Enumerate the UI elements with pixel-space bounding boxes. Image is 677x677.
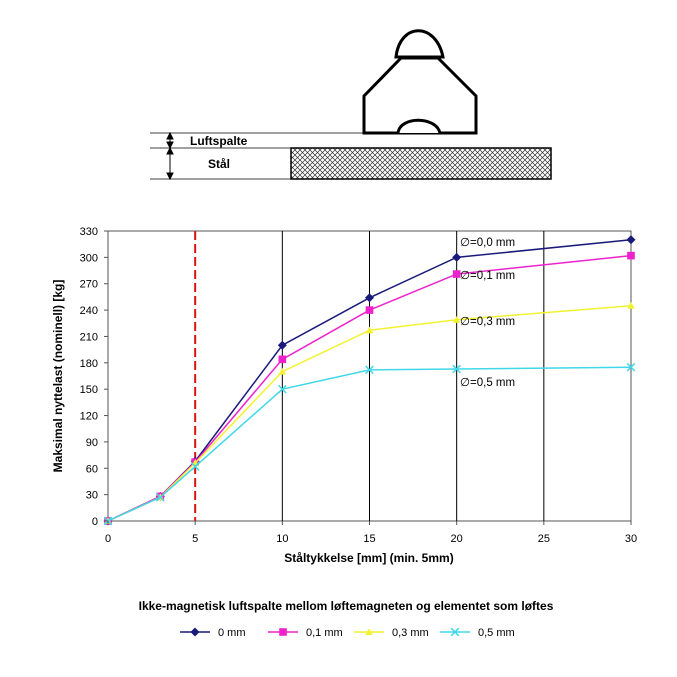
y-tick-label: 210: [80, 331, 98, 343]
data-point: [627, 251, 635, 260]
legend-label: 0,3 mm: [392, 627, 429, 639]
y-tick-label: 150: [80, 384, 98, 396]
legend: Ikke-magnetisk luftspalte mellom løftema…: [139, 599, 554, 639]
series-annotation: ∅=0,0 mm: [460, 237, 515, 249]
chart: 0 30 60 90 120 150 180 210 240 270 300 330 0 5 10 15 20…: [51, 226, 637, 565]
legend-item: 0,1 mm: [268, 627, 343, 639]
y-tick-label: 90: [86, 437, 98, 449]
legend-label: 0 mm: [218, 627, 246, 639]
y-tick-label: 0: [92, 516, 98, 528]
series-layer: [103, 235, 636, 526]
data-point: [279, 628, 287, 636]
data-point: [452, 252, 462, 262]
y-tick-label: 60: [86, 463, 98, 475]
data-point: [365, 628, 373, 636]
y-tick-label: 240: [80, 305, 98, 317]
x-tick-labels: 0 5 10 15 20 25 30: [105, 521, 637, 545]
y-axis-title: Maksimal nyttelast (nominell) [kg]: [51, 280, 65, 473]
y-tick-labels: 0 30 60 90 120 150 180 210 240 270 300 330: [80, 226, 108, 528]
data-point: [365, 306, 374, 314]
data-point: [365, 365, 374, 375]
data-point: [155, 492, 165, 502]
data-point: [190, 627, 200, 637]
data-point: [190, 462, 200, 471]
legend-label: 0,1 mm: [306, 627, 343, 639]
data-point: [452, 364, 461, 374]
gap-label: Luftspalte: [190, 134, 248, 148]
legend-items: 0 mm 0,1 mm 0,3 mm 0,5 mm: [180, 627, 515, 639]
legend-item: 0,5 mm: [440, 627, 515, 639]
steel-plate: [290, 147, 552, 180]
magnet-body: [362, 56, 478, 135]
data-point: [626, 235, 636, 245]
legend-item: 0 mm: [180, 627, 246, 639]
data-point: [278, 384, 287, 394]
x-tick-label: 0: [105, 533, 111, 545]
data-point: [278, 355, 287, 364]
y-tick-label: 300: [80, 252, 98, 264]
y-tick-label: 30: [86, 490, 98, 502]
x-tick-label: 5: [192, 533, 198, 545]
y-tick-label: 120: [80, 411, 98, 423]
data-point: [452, 315, 461, 323]
data-point: [277, 340, 287, 350]
series-0-5-mm: [103, 362, 636, 526]
series-annotation: ∅=0,3 mm: [460, 316, 515, 328]
x-tick-label: 25: [538, 533, 550, 545]
magnet-handle: [394, 29, 445, 59]
series-annotation: ∅=0,1 mm: [460, 270, 515, 282]
x-axis-title: Ståltykkelse [mm] (min. 5mm): [284, 551, 453, 565]
series-annotation: ∅=0,5 mm: [460, 377, 515, 389]
data-point: [452, 270, 461, 278]
steel-label: Stål: [208, 157, 230, 171]
legend-item: 0,3 mm: [354, 627, 429, 639]
y-tick-label: 330: [80, 226, 98, 238]
data-point: [626, 362, 636, 372]
data-point: [450, 627, 460, 637]
legend-title: Ikke-magnetisk luftspalte mellom løftema…: [139, 599, 554, 613]
magnet-diagram: Luftspalte Stål: [150, 29, 552, 181]
y-tick-label: 270: [80, 279, 98, 291]
magnet-pole-notch: [396, 118, 442, 134]
grid-layer: [281, 231, 545, 521]
legend-label: 0,5 mm: [478, 627, 515, 639]
data-point: [364, 293, 375, 303]
gap-dimension-arrow: [166, 131, 174, 181]
x-tick-label: 30: [625, 533, 637, 545]
x-tick-label: 20: [451, 533, 463, 545]
x-tick-label: 10: [276, 533, 288, 545]
data-point: [627, 301, 635, 309]
y-tick-label: 180: [80, 358, 98, 370]
data-point: [278, 367, 287, 375]
data-point: [365, 326, 374, 334]
x-tick-label: 15: [363, 533, 375, 545]
annotation-layer: ∅=0,0 mm ∅=0,1 mm ∅=0,3 mm ∅=0,5 mm: [460, 237, 515, 389]
